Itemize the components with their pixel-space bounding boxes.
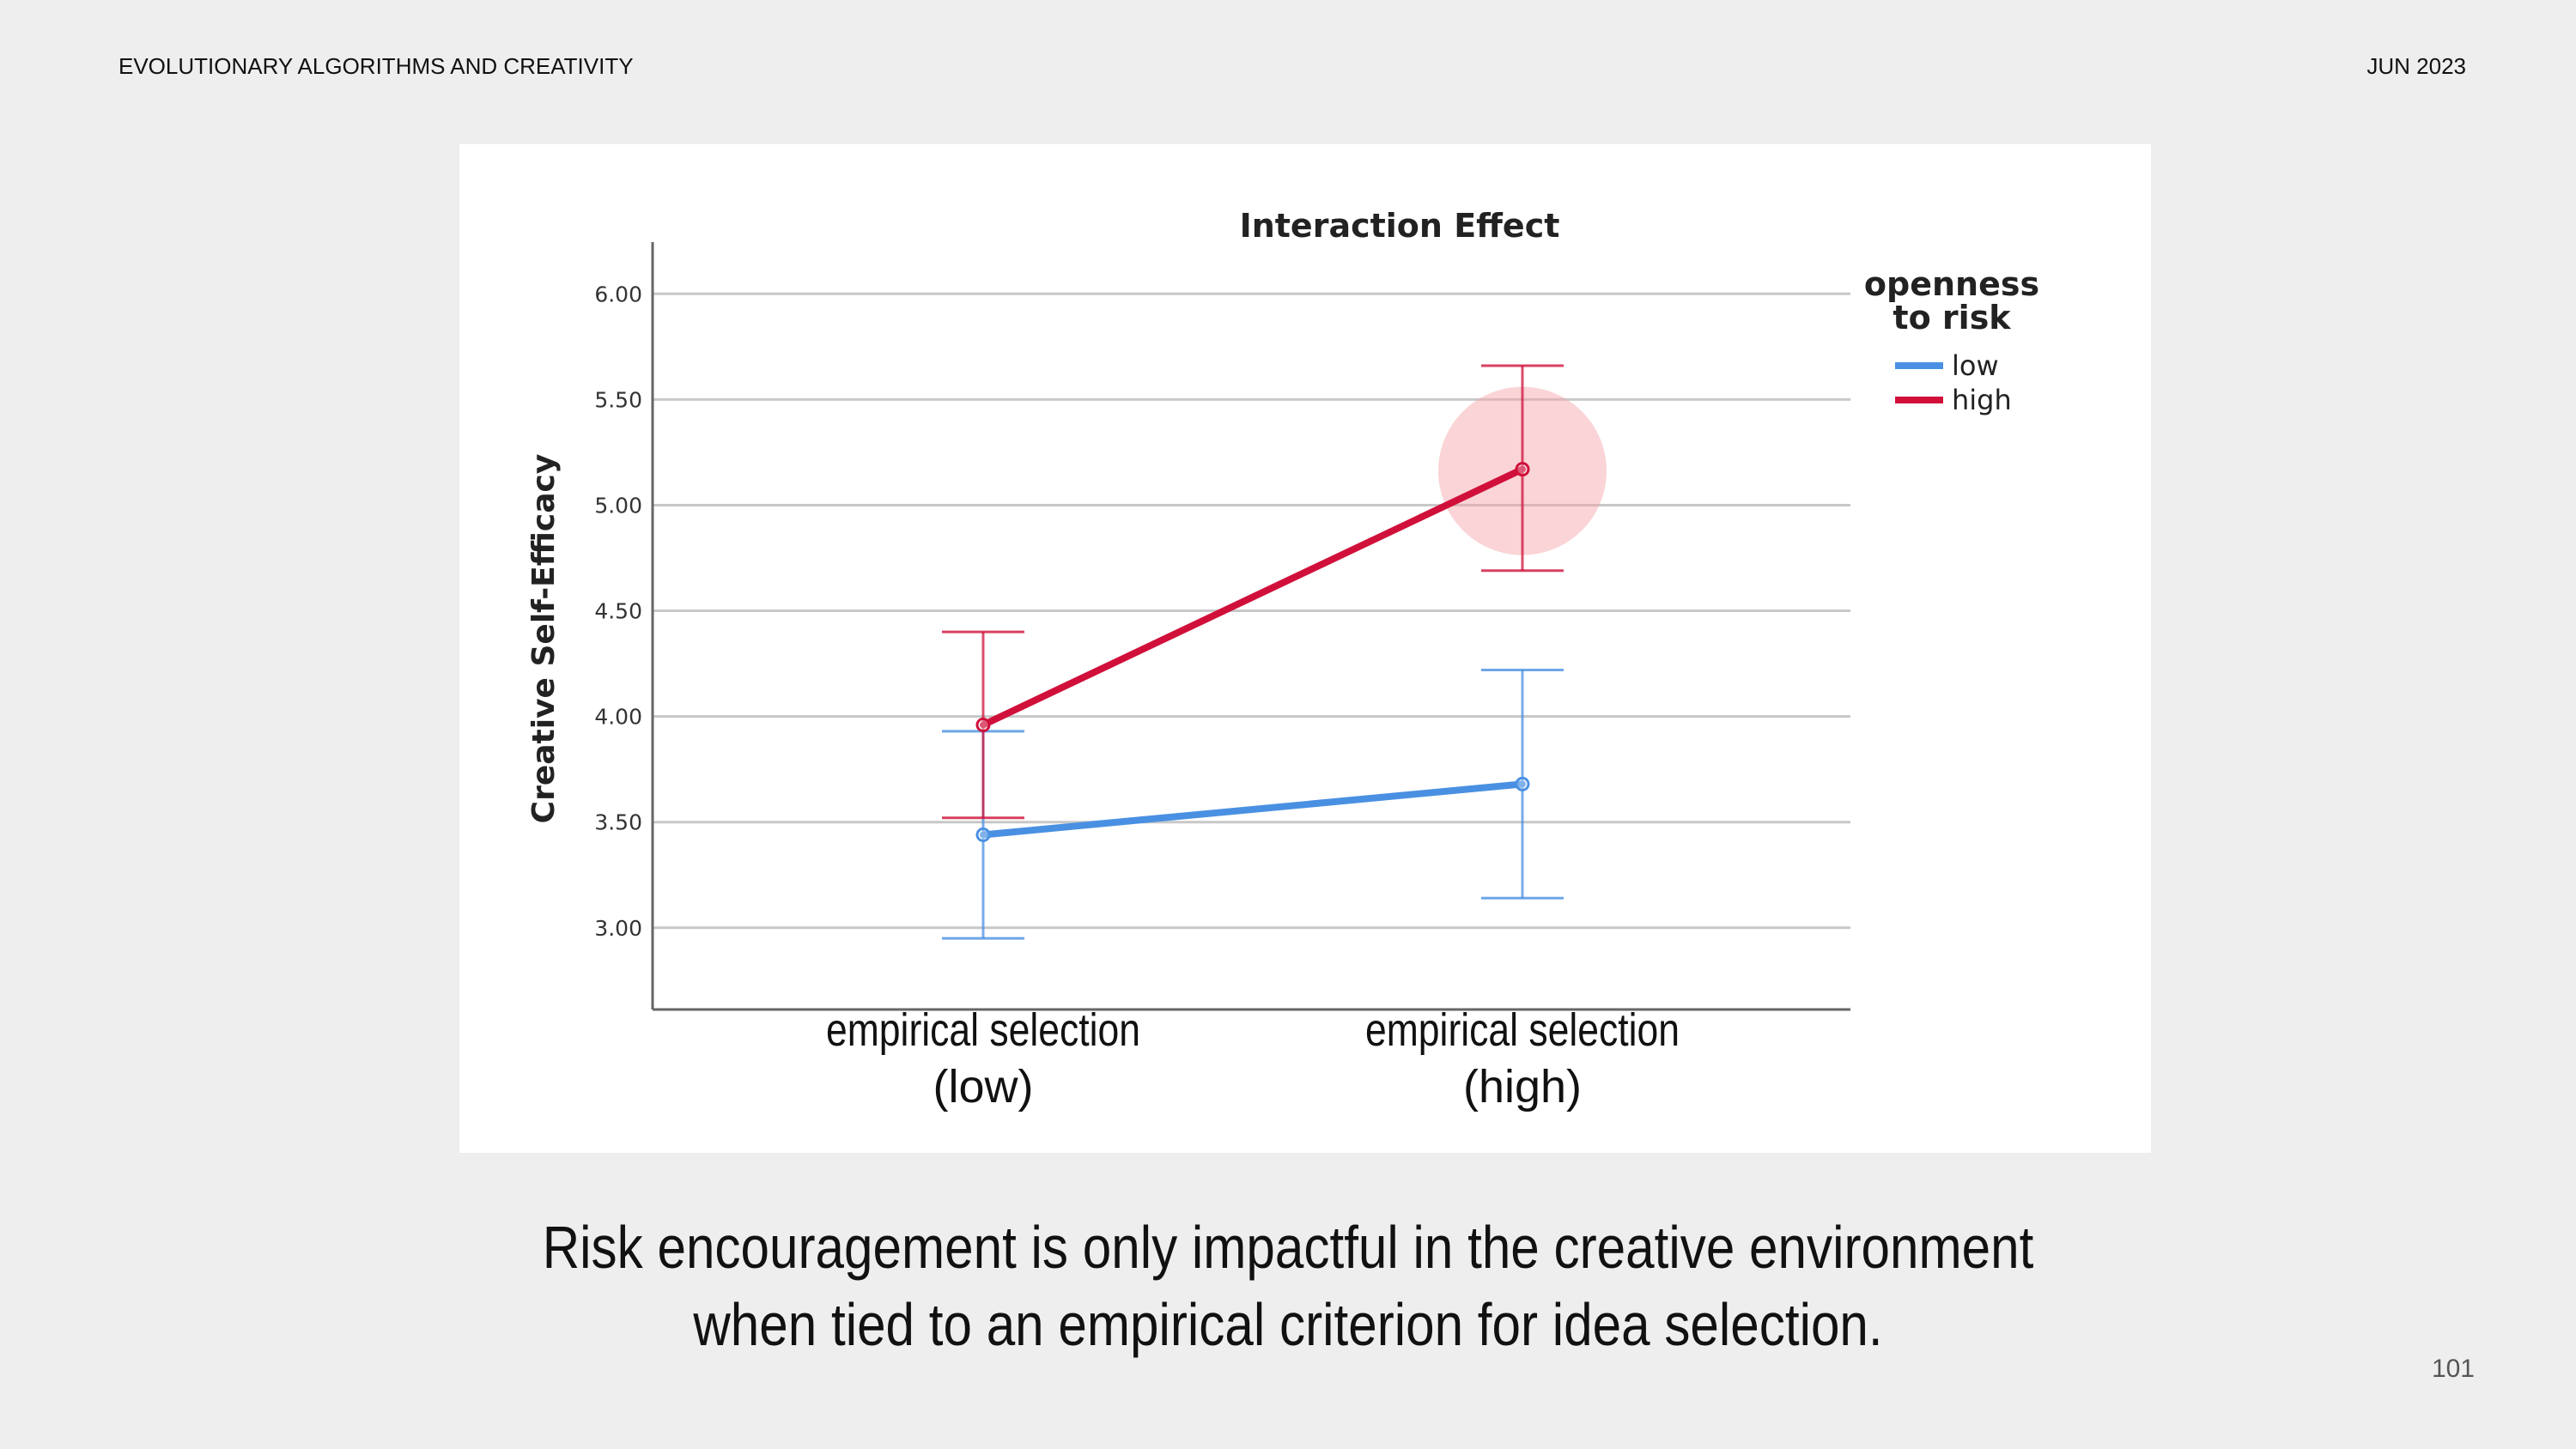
- caption-line-2: when tied to an empirical criterion for …: [693, 1291, 1883, 1358]
- slide-caption: Risk encouragement is only impactful in …: [180, 1209, 2396, 1363]
- series-line-low: [980, 780, 1526, 839]
- y-tick-label: 3.50: [594, 810, 642, 835]
- series-line-high: [980, 465, 1526, 729]
- legend-label-low: low: [1952, 349, 1999, 382]
- y-tick-label: 3.00: [594, 916, 642, 941]
- data-point-high: [975, 717, 991, 732]
- deck-title: EVOLUTIONARY ALGORITHMS AND CREATIVITY: [118, 53, 634, 79]
- y-axis-label: Creative Self-Efficacy: [526, 454, 562, 824]
- chart-title: Interaction Effect: [1240, 207, 1560, 245]
- caption-line-1: Risk encouragement is only impactful in …: [542, 1214, 2034, 1281]
- y-tick-label: 4.50: [594, 599, 642, 624]
- chart-panel: Interaction Effect Creative Self-Efficacy…: [459, 144, 2151, 1153]
- data-point-low: [1515, 776, 1530, 791]
- legend-title-line-2: to risk: [1893, 299, 2011, 336]
- y-tick-label: 6.00: [594, 282, 642, 306]
- x-category-label: empirical selection: [826, 1004, 1140, 1056]
- y-tick-label: 4.00: [594, 705, 642, 730]
- page-number: 101: [2431, 1355, 2475, 1383]
- deck-date: JUN 2023: [2366, 53, 2466, 79]
- data-point-low: [975, 827, 991, 842]
- x-category-label: empirical selection: [1365, 1004, 1680, 1056]
- y-tick-label: 5.50: [594, 387, 642, 412]
- interaction-effect-chart: Interaction Effect Creative Self-Efficacy…: [526, 207, 2039, 1113]
- x-category-label: (high): [1463, 1061, 1582, 1113]
- data-point-high: [1515, 462, 1530, 477]
- legend-label-high: high: [1952, 384, 2012, 416]
- y-tick-label: 5.00: [594, 493, 642, 518]
- x-category-label: (low): [933, 1061, 1034, 1113]
- legend-title-line-1: openness: [1864, 265, 2039, 303]
